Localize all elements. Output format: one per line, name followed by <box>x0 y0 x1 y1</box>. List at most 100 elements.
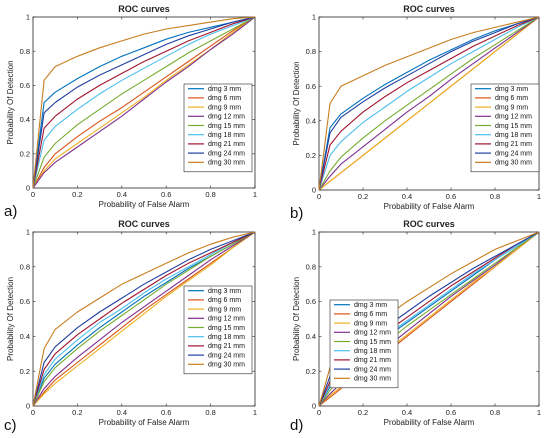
series-line-dmg-15-mm <box>32 16 256 189</box>
x-tick-label: 0.8 <box>205 408 215 417</box>
series-line-dmg-18-mm <box>32 16 256 189</box>
chart-title: ROC curves <box>118 4 170 14</box>
y-axis-label: Probability Of Detection <box>6 60 15 144</box>
series-line-dmg-15-mm <box>32 231 256 407</box>
series-line-dmg-6-mm <box>32 231 256 407</box>
roc-panel-3: ROC curves 00 0.2 0.2 0.4 0.4 0.6 0.6 0.8 0.8 1 1 Pr… <box>4 219 257 434</box>
legend: dmg 3 mm dmg 6 mm dmg 9 mm dmg 12 mm dmg 15 … <box>183 285 253 375</box>
legend-entry: dmg 12 mm <box>208 316 245 323</box>
legend-entry: dmg 9 mm <box>354 320 387 327</box>
series-line-dmg-30-mm <box>318 16 540 191</box>
legend-entry: dmg 24 mm <box>208 352 245 359</box>
series-line-dmg-12-mm <box>32 16 256 189</box>
y-tick-label: 0.6 <box>306 82 316 91</box>
legend-entry: dmg 12 mm <box>208 114 245 121</box>
x-tick-label: 0.6 <box>446 408 456 417</box>
series-line-dmg-18-mm <box>32 231 256 407</box>
y-tick-label: 0.6 <box>20 81 30 90</box>
series-line-dmg-30-mm <box>32 16 256 189</box>
x-tick-label: 0.4 <box>402 192 412 201</box>
legend-entry: dmg 6 mm <box>495 95 528 102</box>
legend-box <box>183 83 253 173</box>
series-line-dmg-9-mm <box>32 231 256 407</box>
x-axis-label: Probability of False Alarm <box>384 202 475 211</box>
series-line-dmg-15-mm <box>318 16 540 191</box>
legend: dmg 3 mm dmg 6 mm dmg 9 mm dmg 12 mm dmg 15 … <box>183 83 253 173</box>
series-line-dmg-9-mm <box>318 16 540 191</box>
x-axis-label: Probability of False Alarm <box>384 418 475 427</box>
x-tick-label: 0.6 <box>446 192 456 201</box>
x-tick-label: 1 <box>253 190 257 199</box>
panel-label: a) <box>4 203 17 220</box>
legend-entry: dmg 30 mm <box>495 160 532 167</box>
chart-title: ROC curves <box>403 219 455 229</box>
panel-label: d) <box>290 417 303 434</box>
legend-entry: dmg 24 mm <box>208 150 245 157</box>
y-tick-label: 0.6 <box>20 297 30 306</box>
legend: dmg 3 mm dmg 6 mm dmg 9 mm dmg 12 mm dmg 15 … <box>329 299 399 389</box>
legend-box <box>183 285 253 375</box>
legend-entry: dmg 9 mm <box>208 306 241 313</box>
series-line-dmg-24-mm <box>318 16 540 191</box>
y-axis-label: Probability Of Detection <box>6 277 15 361</box>
chart-title: ROC curves <box>403 4 455 14</box>
y-tick-label: 0.2 <box>306 151 316 160</box>
legend-entry: dmg 6 mm <box>208 95 241 102</box>
legend-entry: dmg 30 mm <box>208 362 245 369</box>
series-line-dmg-24-mm <box>32 231 256 407</box>
legend-entry: dmg 18 mm <box>354 348 391 355</box>
legend-entry: dmg 24 mm <box>354 366 391 373</box>
series-line-dmg-21-mm <box>32 231 256 407</box>
series-line-dmg-24-mm <box>32 16 256 189</box>
legend-entry: dmg 15 mm <box>208 123 245 130</box>
y-tick-label: 0 <box>312 402 316 411</box>
x-tick-label: 0.2 <box>72 408 82 417</box>
legend-box <box>470 83 540 173</box>
x-tick-label: 0.8 <box>490 192 500 201</box>
y-tick-label: 0.8 <box>20 262 30 271</box>
legend-entry: dmg 9 mm <box>208 104 241 111</box>
x-tick-label: 0.2 <box>358 192 368 201</box>
y-tick-label: 0.2 <box>20 149 30 158</box>
y-tick-label: 0.4 <box>306 116 316 125</box>
legend-entry: dmg 12 mm <box>495 114 532 121</box>
series-line-dmg-21-mm <box>32 16 256 189</box>
series-line-dmg-12-mm <box>32 231 256 407</box>
legend-entry: dmg 21 mm <box>495 141 532 148</box>
y-tick-label: 0 <box>26 184 30 193</box>
y-axis-label: Probability Of Detection <box>292 61 301 145</box>
legend-entry: dmg 18 mm <box>495 132 532 139</box>
x-tick-label: 0 <box>31 408 35 417</box>
panel-label: c) <box>4 417 17 434</box>
roc-panel-1: ROC curves 00 0.2 0.2 0.4 0.4 0.6 0.6 0.8 0.8 1 1 Pr… <box>4 4 257 220</box>
y-tick-label: 1 <box>312 13 316 22</box>
y-tick-label: 1 <box>26 13 30 22</box>
legend-entry: dmg 3 mm <box>208 86 241 93</box>
x-tick-label: 0.4 <box>117 408 127 417</box>
legend-entry: dmg 24 mm <box>495 150 532 157</box>
legend-entry: dmg 15 mm <box>495 123 532 130</box>
legend-entry: dmg 21 mm <box>208 141 245 148</box>
legend-entry: dmg 30 mm <box>208 160 245 167</box>
legend-box <box>329 299 399 389</box>
legend-entry: dmg 15 mm <box>208 325 245 332</box>
y-tick-label: 1 <box>26 228 30 237</box>
legend-entry: dmg 21 mm <box>208 343 245 350</box>
y-tick-label: 0.8 <box>20 47 30 56</box>
roc-panel-4: ROC curves 00 0.2 0.2 0.4 0.4 0.6 0.6 0.8 0.8 1 1 Pr… <box>290 219 541 434</box>
legend-entry: dmg 3 mm <box>354 302 387 309</box>
x-tick-label: 0.6 <box>161 408 171 417</box>
x-axis-label: Probability of False Alarm <box>99 418 190 427</box>
y-tick-label: 0 <box>26 402 30 411</box>
x-tick-label: 0.8 <box>205 190 215 199</box>
y-tick-label: 0.4 <box>306 332 316 341</box>
series-line-dmg-3-mm <box>32 16 256 189</box>
x-tick-label: 1 <box>537 192 541 201</box>
x-tick-label: 0.6 <box>161 190 171 199</box>
series-line-dmg-3-mm <box>318 16 540 191</box>
x-tick-label: 0.4 <box>117 190 127 199</box>
x-tick-label: 0.8 <box>490 408 500 417</box>
legend-entry: dmg 18 mm <box>208 132 245 139</box>
roc-panel-2: ROC curves 00 0.2 0.2 0.4 0.4 0.6 0.6 0.8 0.8 1 1 Pr… <box>290 4 541 222</box>
